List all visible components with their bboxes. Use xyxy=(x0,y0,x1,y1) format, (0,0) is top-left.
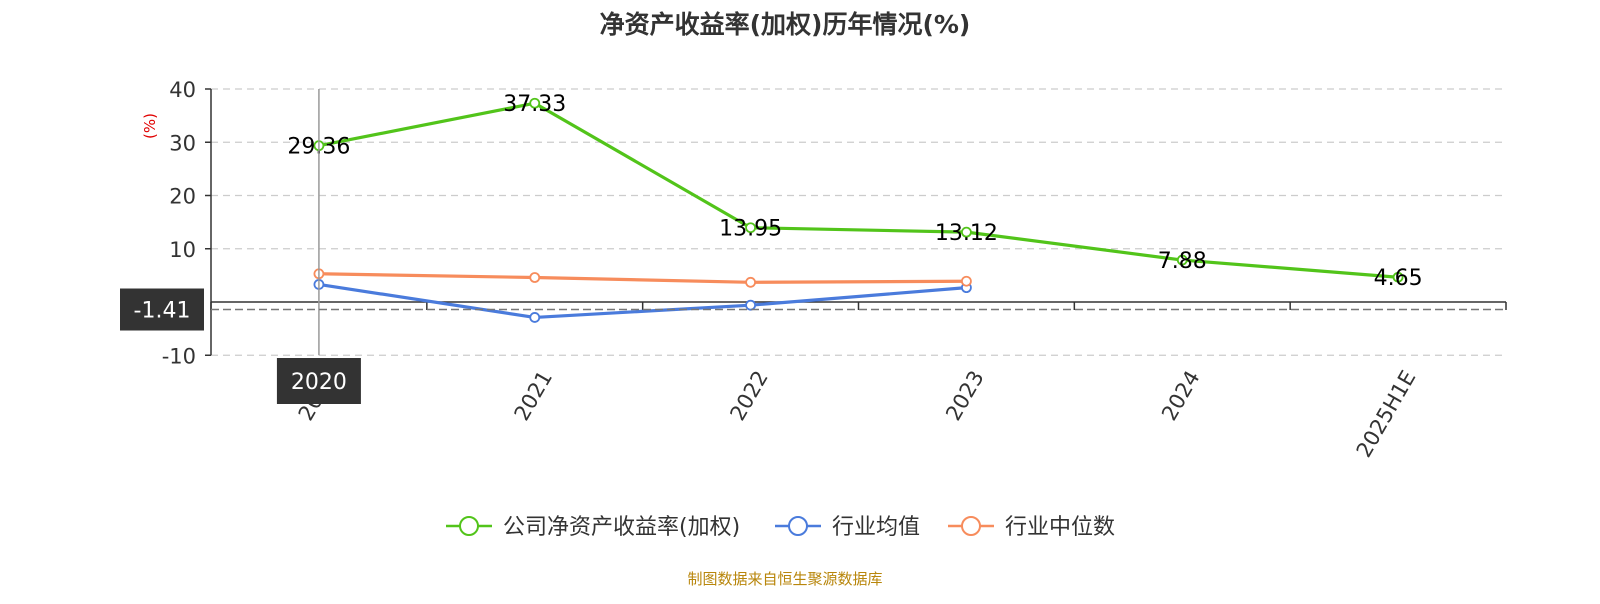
data-point xyxy=(1176,254,1188,266)
legend-label: 行业中位数 xyxy=(1005,515,1115,540)
data-point xyxy=(529,272,541,283)
x-value-tooltip xyxy=(276,358,361,404)
legend-item[interactable]: 行业中位数 xyxy=(948,515,1115,540)
y-tick-label: 20 xyxy=(169,185,196,209)
y-tick-label: 40 xyxy=(169,78,196,102)
data-point xyxy=(1392,271,1404,283)
data-point xyxy=(961,226,972,238)
data-point xyxy=(745,299,756,311)
x-tick-label: 2021 xyxy=(510,367,558,425)
data-point xyxy=(529,97,541,109)
data-label: 13.12 xyxy=(935,221,998,246)
crosshair: -1.41 2020 xyxy=(120,89,1506,404)
data-label: 4.65 xyxy=(1374,266,1423,291)
series-line xyxy=(318,282,967,320)
x-tick-label: 2024 xyxy=(1157,367,1205,425)
series-lines xyxy=(313,97,1404,323)
x-tick-label: 2025H1E xyxy=(1352,367,1421,462)
legend-label: 行业均值 xyxy=(832,515,920,540)
legend-item[interactable]: 行业均值 xyxy=(775,515,920,540)
series-line xyxy=(318,272,967,284)
y-value-tooltip-label: -1.41 xyxy=(134,299,191,324)
x-value-tooltip-label: 2020 xyxy=(291,370,347,395)
y-tick-label: 30 xyxy=(169,131,196,155)
y-value-tooltip xyxy=(120,288,204,331)
legend-item[interactable]: 公司净资产收益率(加权) xyxy=(446,515,740,540)
data-point xyxy=(961,275,972,287)
x-tick-label: 2023 xyxy=(941,367,989,425)
legend-circle-icon xyxy=(788,516,808,536)
series-line xyxy=(318,101,1399,279)
legend-label: 公司净资产收益率(加权) xyxy=(503,515,740,540)
legend-circle-icon xyxy=(961,516,981,536)
data-label: 7.88 xyxy=(1158,249,1207,274)
legend-circle-icon xyxy=(459,516,479,536)
data-label: 37.33 xyxy=(503,92,566,117)
source-note: 制图数据来自恒生聚源数据库 xyxy=(687,570,882,588)
legend[interactable]: 公司净资产收益率(加权) 行业均值 行业中位数 xyxy=(446,515,1115,540)
y-axis-unit-label: (%) xyxy=(141,113,159,139)
data-label: 13.95 xyxy=(719,217,782,242)
data-point xyxy=(745,222,756,234)
data-point xyxy=(745,276,756,288)
data-point xyxy=(529,312,541,323)
y-tick-label: 10 xyxy=(169,238,196,262)
x-tick-label: 2022 xyxy=(725,367,773,425)
chart-title: 净资产收益率(加权)历年情况(%) xyxy=(600,10,971,39)
y-tick-label: -10 xyxy=(162,344,196,368)
